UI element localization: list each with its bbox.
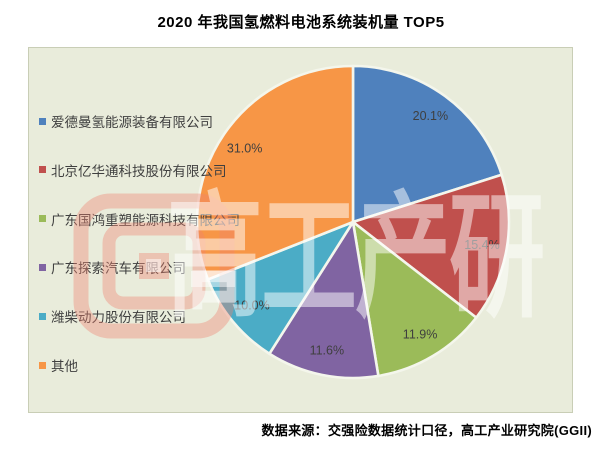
pie-slice-label: 10.0%	[234, 299, 269, 313]
legend-swatch-icon	[39, 117, 46, 125]
legend-swatch-icon	[39, 361, 46, 369]
pie-slice-3	[351, 220, 478, 378]
legend-label: 广东探索汽车有限公司	[51, 261, 186, 277]
legend-swatch-icon	[39, 166, 46, 174]
legend-item: 广东国鸿重塑能源科技有限公司	[39, 209, 240, 229]
pie-slice-1	[351, 64, 503, 224]
legend-label: 广东国鸿重塑能源科技有限公司	[51, 212, 240, 228]
legend-label: 潍柴动力股份有限公司	[51, 310, 186, 326]
pie-slice-label: 11.9%	[403, 328, 438, 342]
legend-label: 其他	[51, 359, 78, 374]
legend-item: 其他	[39, 355, 78, 375]
legend-item: 广东探索汽车有限公司	[39, 257, 186, 277]
pie-slice-label: 11.6%	[310, 343, 345, 357]
legend-swatch-icon	[39, 215, 46, 223]
pie-slice-2	[351, 173, 511, 319]
legend-item: 潍柴动力股份有限公司	[39, 306, 186, 326]
legend: 爱德曼氢能源装备有限公司 北京亿华通科技股份有限公司 广东国鸿重塑能源科技有限公司广…	[29, 48, 240, 412]
legend-swatch-icon	[39, 312, 46, 320]
legend-swatch-icon	[39, 263, 46, 271]
legend-item: 北京亿华通科技股份有限公司	[39, 160, 227, 180]
legend-label: 爱德曼氢能源装备有限公司	[51, 115, 213, 130]
pie-slice-4	[268, 220, 380, 380]
legend-label: 北京亿华通科技股份有限公司	[51, 163, 227, 179]
pie-slice-6	[195, 64, 355, 281]
pie-slice-label: 15.4%	[464, 238, 499, 252]
pie-slice-label: 20.1%	[413, 109, 448, 123]
pie-slice-label: 31.0%	[227, 141, 262, 155]
chart-title: 2020 年我国氢燃料电池系统装机量 TOP5	[157, 14, 445, 31]
source-note: 数据来源：交强险数据统计口径，高工产业研究院(GGII)	[261, 423, 592, 438]
legend-item: 爱德曼氢能源装备有限公司	[39, 111, 213, 131]
plot-area: 20.1% 15.4% 11.9% 11.6% 10.0% 31.0% 爱德曼氢能源装备有…	[28, 47, 573, 413]
